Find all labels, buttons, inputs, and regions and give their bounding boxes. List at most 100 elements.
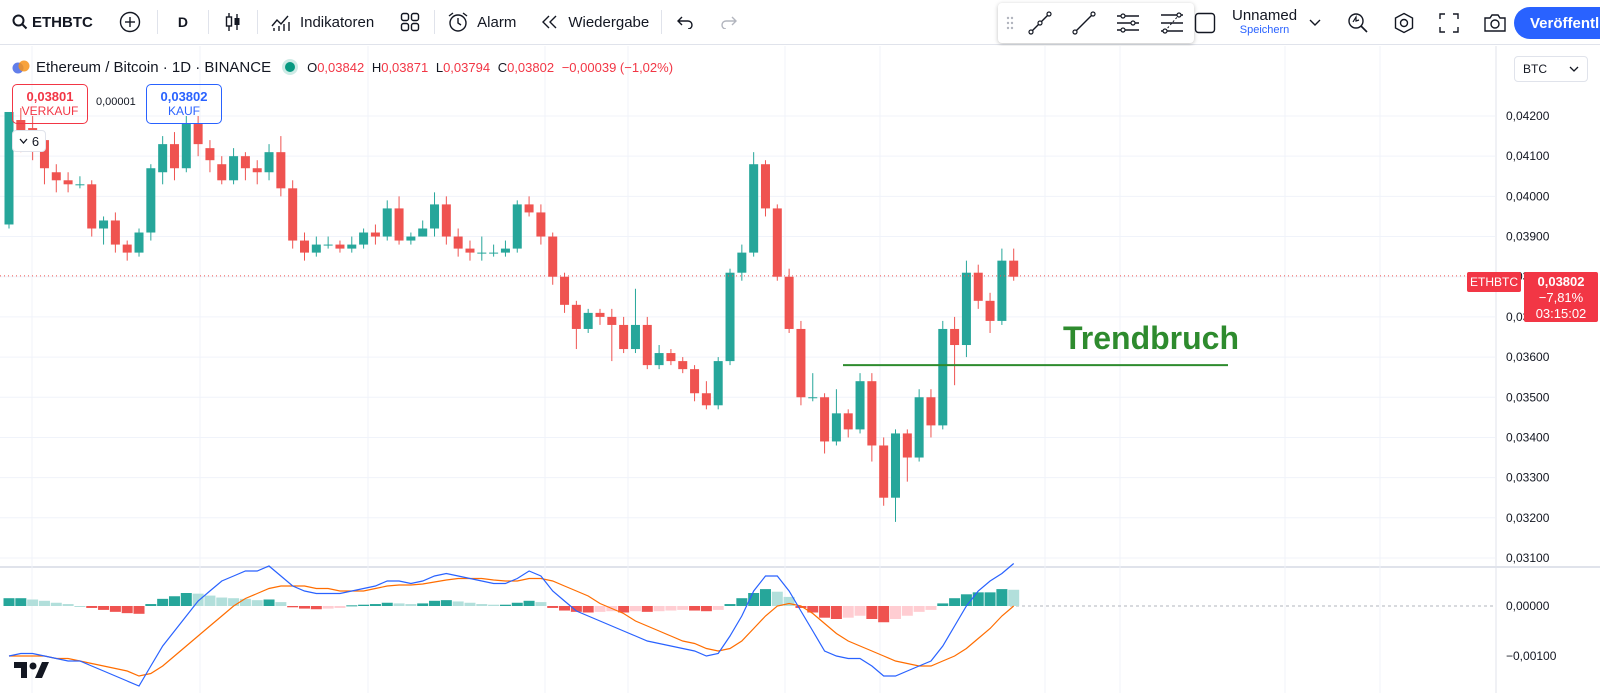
macd-histogram-bar (74, 606, 86, 607)
legend-collapse-button[interactable]: 6 (12, 130, 46, 152)
macd-histogram-bar (559, 606, 571, 611)
candle-body (359, 232, 369, 245)
macd-histogram-bar (216, 597, 228, 606)
alarm-button[interactable]: Alarm (435, 0, 528, 45)
right-toolbar: Unnamed Speichern (1194, 0, 1519, 45)
redo-button[interactable] (708, 0, 750, 45)
fib-tool[interactable] (1154, 5, 1190, 41)
macd-histogram-bar (511, 602, 523, 606)
macd-histogram-bar (547, 606, 559, 608)
buy-button[interactable]: 0,03802 KAUF (146, 84, 222, 124)
open-value: 0,03842 (317, 59, 365, 75)
candle-body (122, 244, 132, 253)
undo-button[interactable] (662, 0, 708, 45)
publish-button[interactable]: Veröffentl (1514, 7, 1600, 39)
macd-line (8, 563, 1015, 687)
settings-button[interactable] (1381, 0, 1427, 45)
macd-histogram-bar (866, 606, 878, 619)
price-tick-label: 0,03200 (1506, 511, 1550, 525)
candle-body (548, 236, 558, 277)
price-axis[interactable]: 0,042000,041000,040000,039000,038000,037… (1506, 109, 1557, 663)
plus-circle-icon (119, 11, 141, 33)
compare-symbol-button[interactable] (103, 0, 157, 45)
market-status-dot[interactable] (285, 62, 296, 72)
trendbruch-annotation[interactable]: Trendbruch (1063, 320, 1240, 356)
macd-histogram-bar (38, 600, 50, 606)
parallel-channel-tool[interactable] (1110, 5, 1146, 41)
toolbar-separator (256, 10, 258, 34)
layout-templates-button[interactable] (386, 0, 434, 45)
candle-body (690, 369, 700, 394)
trend-line-tool[interactable] (1022, 5, 1058, 41)
redo-icon (721, 16, 738, 29)
grid-icon (400, 12, 420, 32)
candle-body (607, 316, 617, 325)
candle-body (441, 204, 451, 237)
macd-histogram-bar (736, 598, 748, 606)
symbol-price-tag: ETHBTC (1467, 272, 1521, 292)
replay-button[interactable]: Wiedergabe (528, 0, 661, 45)
macd-histogram-bar (724, 604, 736, 606)
macd-histogram-bar (795, 606, 807, 608)
candle-body (749, 164, 759, 253)
toolbar-separator (207, 10, 209, 34)
chart-title[interactable]: Ethereum / Bitcoin · 1D · BINANCE (36, 58, 272, 76)
candle-body (1009, 260, 1019, 277)
macd-histogram-bar (771, 591, 783, 606)
macd-histogram-bar (629, 606, 641, 612)
candle-body (950, 328, 960, 346)
macd-histogram-bar (960, 594, 972, 606)
price-tick-label: 0,03400 (1506, 430, 1550, 444)
macd-histogram-bar (50, 602, 62, 606)
low-label: L (435, 59, 444, 75)
alarm-label: Alarm (477, 13, 517, 31)
high-label: H (371, 59, 382, 75)
candle-body (926, 397, 936, 426)
candle-body (205, 148, 215, 161)
candle-body (323, 244, 333, 246)
price-tick-label: 0,04100 (1506, 149, 1550, 163)
ray-tool[interactable] (1066, 5, 1102, 41)
macd-tick-label: −0,00100 (1506, 649, 1557, 663)
macd-histogram-bar (3, 598, 15, 606)
quick-search-button[interactable] (1335, 0, 1381, 45)
macd-histogram-bar (1008, 589, 1020, 606)
sell-button[interactable]: 0,03801 VERKAUF (12, 84, 88, 124)
chart-type-button[interactable] (209, 0, 257, 45)
macd-histogram-bar (499, 604, 511, 606)
interval-button[interactable]: D (158, 0, 208, 45)
last-price: 0,03802 (1537, 274, 1585, 289)
candle-body (110, 220, 120, 245)
indicators-button[interactable]: Indikatoren (258, 0, 386, 45)
drag-handle-icon[interactable] (1006, 15, 1014, 31)
last-price-tag: 0,03802 −7,81% 03:15:02 (1524, 272, 1598, 322)
macd-histogram-bar (381, 602, 393, 606)
price-tick-label: 0,03600 (1506, 350, 1550, 364)
currency-select[interactable]: BTC (1514, 56, 1588, 82)
candle-body (737, 252, 747, 273)
candle-body (583, 312, 593, 329)
price-tick-label: 0,04200 (1506, 109, 1550, 123)
macd-histogram-bar (405, 604, 417, 606)
macd-histogram-bar (972, 592, 984, 606)
macd-histogram-bar (98, 606, 110, 610)
snapshot-button[interactable] (1471, 0, 1519, 45)
currency-label: BTC (1523, 62, 1547, 76)
candles-icon (225, 13, 240, 31)
sell-price: 0,03801 (26, 89, 74, 104)
macd-histogram-bar (949, 598, 961, 606)
layout-menu-button[interactable] (1305, 0, 1335, 45)
candle-body (264, 152, 274, 173)
fullscreen-button[interactable] (1427, 0, 1471, 45)
layout-checkbox[interactable] (1194, 0, 1224, 45)
candle-body (252, 168, 262, 173)
tradingview-logo-icon (14, 662, 49, 678)
tradingview-logo[interactable] (14, 660, 50, 685)
collapse-count: 6 (31, 133, 40, 149)
price-chart[interactable]: 0,042000,041000,040000,039000,038000,037… (0, 46, 1600, 693)
candle-body (75, 184, 85, 186)
layout-name-button[interactable]: Unnamed Speichern (1224, 8, 1305, 37)
ray-line-icon (1072, 11, 1096, 35)
macd-histogram-bar (689, 606, 701, 611)
symbol-search-button[interactable]: ETHBTC (0, 0, 103, 45)
